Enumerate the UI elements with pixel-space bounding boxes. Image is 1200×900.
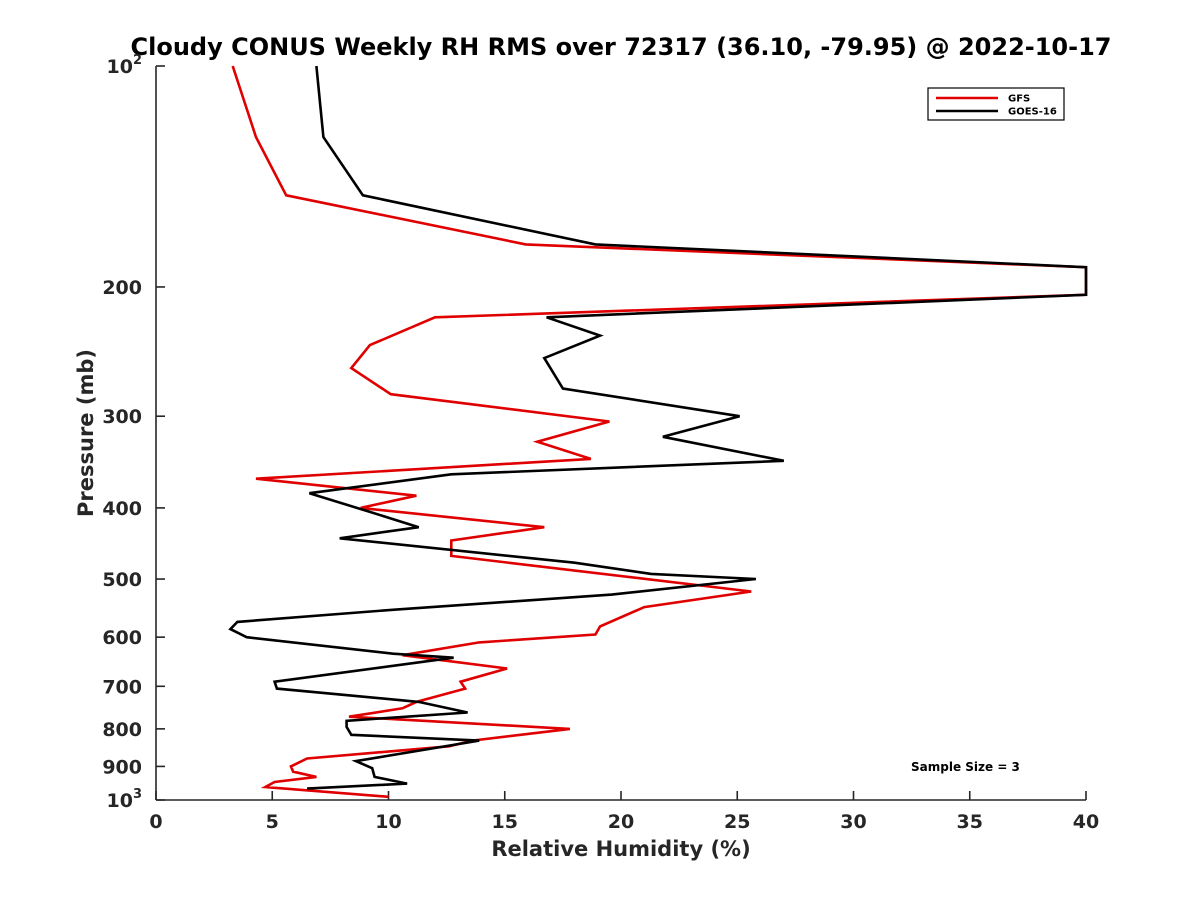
x-ticks: 0 5 10 15 20 25 30 35 40: [149, 791, 1099, 833]
legend-label-goes16: GOES-16: [1008, 107, 1057, 118]
y-tick-label: 700: [102, 676, 142, 698]
x-tick-label: 35: [957, 811, 983, 833]
y-tick-label: 102: [107, 53, 143, 78]
x-tick-label: 30: [840, 811, 866, 833]
chart-title: Cloudy CONUS Weekly RH RMS over 72317 (3…: [131, 33, 1112, 61]
legend: GFS GOES-16: [927, 87, 1065, 121]
y-tick-label: 500: [102, 569, 142, 591]
y-tick-label: 200: [102, 277, 142, 299]
sample-size-annotation: Sample Size = 3: [911, 760, 1020, 774]
y-ticks: 102 200 300 400 500 600 700 800 900 103: [102, 53, 165, 812]
y-tick-label: 400: [102, 498, 142, 520]
x-tick-label: 15: [492, 811, 518, 833]
y-axis-label: Pressure (mb): [74, 349, 98, 517]
x-tick-label: 10: [375, 811, 401, 833]
series-group: [228, 65, 1088, 799]
series-line-goes16: [228, 65, 1088, 790]
y-tick-label: 300: [102, 406, 142, 428]
x-tick-label: 25: [724, 811, 750, 833]
x-axis-label: Relative Humidity (%): [491, 837, 750, 861]
legend-label-gfs: GFS: [1008, 94, 1030, 105]
y-tick-label: 800: [102, 719, 142, 741]
series-line-gfs: [231, 65, 1088, 799]
x-tick-label: 5: [266, 811, 279, 833]
x-tick-label: 40: [1073, 811, 1099, 833]
y-tick-label: 103: [107, 787, 143, 812]
y-tick-label: 900: [102, 756, 142, 778]
y-tick-label: 600: [102, 627, 142, 649]
x-tick-label: 20: [608, 811, 634, 833]
x-tick-label: 0: [149, 811, 162, 833]
legend-box: [927, 87, 1065, 121]
